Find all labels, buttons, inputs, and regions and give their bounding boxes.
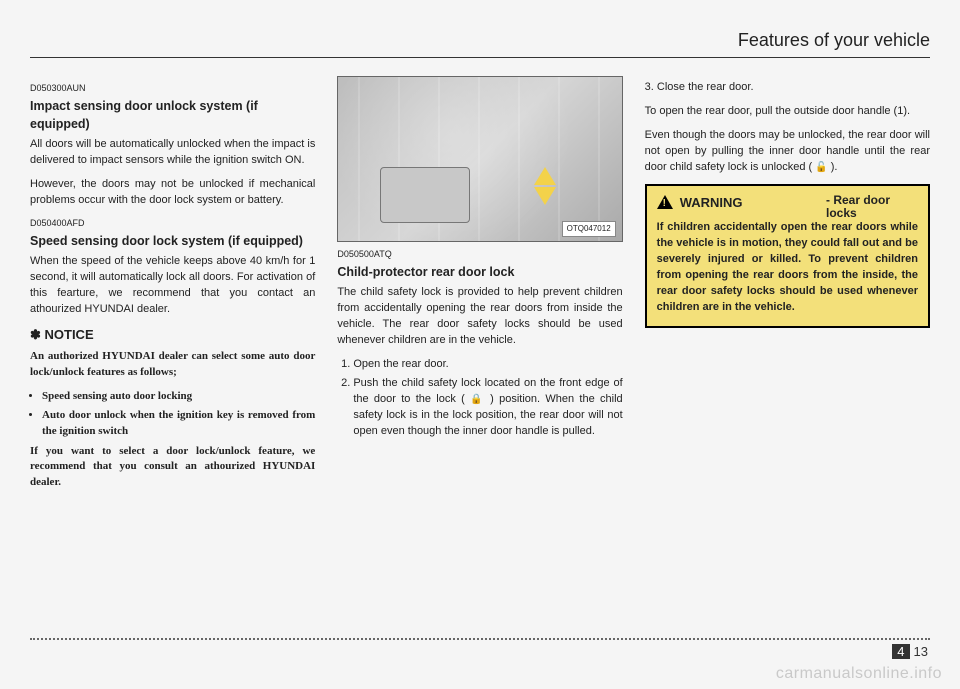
columns: D050300AUN Impact sensing door unlock sy…: [30, 76, 930, 499]
page: Features of your vehicle D050300AUN Impa…: [0, 0, 960, 689]
unlock-icon: 🔓: [815, 162, 827, 173]
figure-panel: [380, 167, 470, 223]
step-item: Push the child safety lock located on th…: [353, 376, 622, 440]
section-code: D050300AUN: [30, 82, 315, 95]
paragraph: To open the rear door, pull the outside …: [645, 104, 930, 120]
warning-box: WARNING - Rear door locks If children ac…: [645, 184, 930, 328]
paragraph: All doors will be automatically unlocked…: [30, 137, 315, 169]
step-item: 3. Close the rear door.: [645, 80, 930, 96]
arrow-up-icon: [534, 167, 556, 185]
warning-body: If children accidentally open the rear d…: [657, 220, 918, 316]
notice-bullet: Auto door unlock when the ignition key i…: [42, 408, 315, 440]
step-list: Open the rear door. Push the child safet…: [337, 357, 622, 440]
notice-list: Speed sensing auto door locking Auto doo…: [30, 389, 315, 440]
notice-paragraph: If you want to select a door lock/unlock…: [30, 444, 315, 492]
page-header: Features of your vehicle: [30, 30, 930, 58]
paragraph: Even though the doors may be unlocked, t…: [645, 128, 930, 176]
header-title: Features of your vehicle: [738, 30, 930, 50]
paragraph: When the speed of the vehicle keeps abov…: [30, 254, 315, 318]
watermark: carmanualsonline.info: [776, 665, 942, 683]
paragraph-text: ).: [828, 161, 838, 173]
section-heading: Speed sensing door lock system (if equip…: [30, 232, 315, 250]
warning-header: WARNING - Rear door locks: [657, 194, 918, 213]
warning-icon: [657, 195, 673, 209]
column-1: D050300AUN Impact sensing door unlock sy…: [30, 76, 315, 499]
column-3: 3. Close the rear door. To open the rear…: [645, 76, 930, 499]
figure-arrows: [528, 165, 562, 221]
notice-heading: ✽ NOTICE: [30, 326, 315, 345]
paragraph: The child safety lock is provided to hel…: [337, 285, 622, 349]
page-footer: 4 13: [30, 638, 930, 659]
notice-bullet: Speed sensing auto door locking: [42, 389, 315, 405]
section-heading: Impact sensing door unlock system (if eq…: [30, 97, 315, 133]
arrow-down-icon: [534, 187, 556, 205]
lock-icon: 🔒: [470, 394, 485, 405]
page-number: 13: [912, 644, 930, 659]
figure-door-lock: OTQ047012: [337, 76, 622, 242]
page-section-number: 4: [892, 644, 909, 659]
paragraph: However, the doors may not be unlocked i…: [30, 177, 315, 209]
column-2: OTQ047012 D050500ATQ Child-protector rea…: [337, 76, 622, 499]
section-code: D050500ATQ: [337, 248, 622, 261]
warning-heading: WARNING: [680, 195, 743, 210]
section-heading: Child-protector rear door lock: [337, 263, 622, 281]
figure-label: OTQ047012: [562, 221, 616, 237]
paragraph-text: Even though the doors may be unlocked, t…: [645, 129, 930, 173]
step-item: Open the rear door.: [353, 357, 622, 373]
section-code: D050400AFD: [30, 217, 315, 230]
notice-paragraph: An authorized HYUNDAI dealer can select …: [30, 349, 315, 381]
warning-sub: - Rear door locks: [826, 194, 918, 220]
